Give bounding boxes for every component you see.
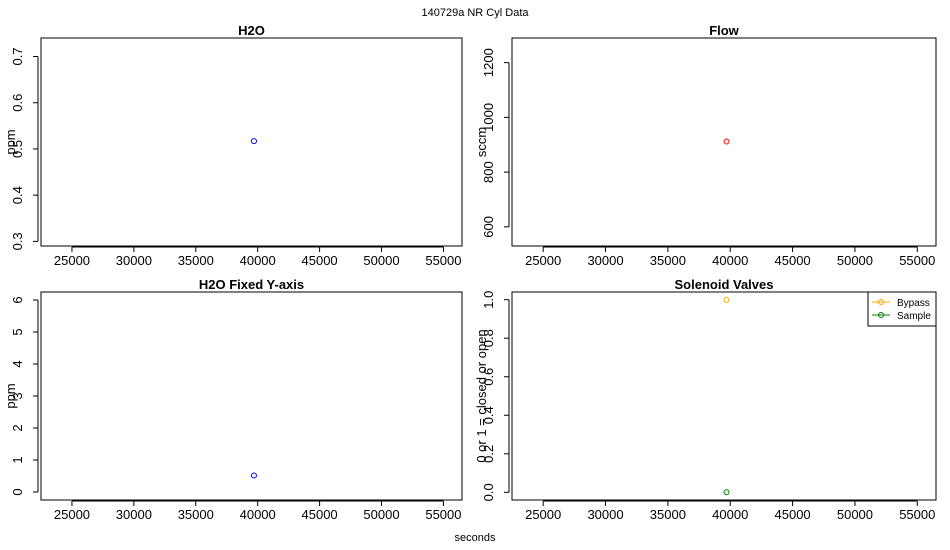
data-point [723, 138, 730, 145]
x-tick-label: 35000 [178, 253, 214, 268]
panel-1: H2O 25000 30000 35000 40000 45000 50000 55000 0.… [3, 23, 463, 268]
legend-entry: Bypass [897, 298, 930, 309]
x-tick-label: 55000 [899, 507, 935, 522]
data-point [250, 138, 257, 145]
panel-4: Solenoid Valves 25000 30000 35000 40000 45000… [474, 277, 937, 522]
x-tick-label: 25000 [525, 253, 561, 268]
x-tick-label: 45000 [302, 507, 338, 522]
x-tick-label: 35000 [650, 253, 686, 268]
x-tick-label: 45000 [775, 507, 811, 522]
panel-title: Solenoid Valves [675, 277, 774, 292]
y-axis-label: sccm [474, 127, 489, 157]
x-tick-label: 25000 [525, 507, 561, 522]
plot-frame [40, 37, 463, 247]
x-tick-label: 55000 [425, 507, 461, 522]
y-axis-label: 0 or 1 = closed or open [474, 329, 489, 462]
y-tick-label: 0.8 [481, 329, 496, 347]
x-tick-label: 40000 [240, 507, 276, 522]
x-tick-label: 35000 [178, 507, 214, 522]
x-tick-label: 45000 [302, 253, 338, 268]
panel-2: Flow 25000 30000 35000 40000 45000 50000 55000 6… [474, 23, 937, 268]
data-point [723, 489, 730, 496]
x-tick-label: 50000 [363, 507, 399, 522]
legend-marker [878, 312, 884, 318]
y-tick-label: 0.6 [10, 94, 25, 112]
panel-title: H2O Fixed Y-axis [199, 277, 304, 292]
y-tick-label: 6 [10, 296, 25, 303]
plot-frame [40, 291, 463, 501]
y-tick-label: 0.4 [481, 406, 496, 424]
y-tick-label: 800 [481, 161, 496, 183]
y-tick-label: 1200 [481, 48, 496, 77]
plot-frame [511, 291, 937, 501]
y-tick-label: 4 [10, 360, 25, 367]
x-tick-label: 30000 [116, 507, 152, 522]
x-tick-label: 35000 [650, 507, 686, 522]
plot-frame [511, 37, 937, 247]
figure-title: 140729a NR Cyl Data [421, 7, 529, 19]
x-tick-label: 30000 [587, 253, 623, 268]
y-tick-label: 0.2 [481, 445, 496, 463]
y-tick-label: 0.3 [10, 232, 25, 250]
y-tick-label: 0.5 [10, 140, 25, 158]
x-tick-label: 25000 [54, 507, 90, 522]
legend-marker [878, 299, 884, 305]
legend-entry: Sample [897, 311, 931, 322]
x-tick-label: 50000 [837, 253, 873, 268]
y-tick-label: 0 [10, 488, 25, 495]
y-tick-label: 1000 [481, 103, 496, 132]
y-tick-label: 1 [10, 456, 25, 463]
x-tick-label: 40000 [240, 253, 276, 268]
y-tick-label: 0.7 [10, 47, 25, 65]
y-tick-label: 2 [10, 424, 25, 431]
legend: Bypass Sample [867, 291, 937, 327]
y-axis-label: ppm [3, 383, 18, 408]
figure-x-label: seconds [455, 532, 496, 544]
x-tick-label: 30000 [587, 507, 623, 522]
y-tick-label: 5 [10, 328, 25, 335]
y-tick-label: 600 [481, 216, 496, 238]
data-point [250, 472, 257, 479]
y-axis-label: ppm [3, 129, 18, 154]
x-tick-label: 55000 [425, 253, 461, 268]
x-tick-label: 40000 [712, 507, 748, 522]
panel-title: Flow [709, 23, 739, 38]
y-tick-label: 3 [10, 392, 25, 399]
y-tick-label: 1.0 [481, 291, 496, 309]
x-tick-label: 25000 [54, 253, 90, 268]
x-tick-label: 50000 [363, 253, 399, 268]
legend-box [867, 291, 937, 327]
x-tick-label: 40000 [712, 253, 748, 268]
panel-title: H2O [238, 23, 265, 38]
x-tick-label: 50000 [837, 507, 873, 522]
x-tick-label: 30000 [116, 253, 152, 268]
y-tick-label: 0.6 [481, 368, 496, 386]
x-tick-label: 45000 [775, 253, 811, 268]
y-tick-label: 0.4 [10, 186, 25, 204]
data-point [723, 296, 730, 303]
x-tick-label: 55000 [899, 253, 935, 268]
y-tick-label: 0.0 [481, 483, 496, 501]
